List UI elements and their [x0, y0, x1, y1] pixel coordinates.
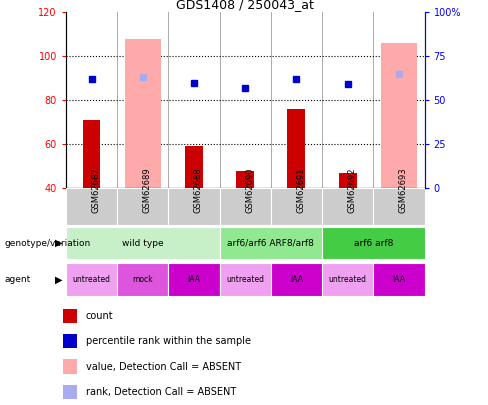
Bar [66, 188, 117, 225]
Bar [322, 227, 425, 260]
Title: GDS1408 / 250043_at: GDS1408 / 250043_at [176, 0, 314, 11]
Bar [220, 263, 271, 296]
Bar [287, 109, 305, 188]
Text: GSM62691: GSM62691 [297, 167, 305, 213]
Bar [63, 334, 78, 348]
Bar [63, 385, 78, 399]
Bar [168, 263, 220, 296]
Text: arf6 arf8: arf6 arf8 [354, 239, 393, 247]
Text: wild type: wild type [122, 239, 163, 247]
Bar [82, 120, 101, 188]
Bar [322, 263, 373, 296]
Text: GSM62693: GSM62693 [399, 167, 408, 213]
Text: GSM62689: GSM62689 [143, 167, 152, 213]
Text: IAA: IAA [187, 275, 201, 284]
Bar [322, 188, 373, 225]
Text: genotype/variation: genotype/variation [5, 239, 91, 247]
Text: ▶: ▶ [55, 275, 62, 284]
Bar [185, 147, 203, 188]
Bar [66, 263, 117, 296]
Bar [381, 43, 417, 188]
Bar [271, 188, 322, 225]
Text: IAA: IAA [290, 275, 303, 284]
Bar [63, 360, 78, 373]
Text: GSM62687: GSM62687 [92, 167, 101, 213]
Text: count: count [86, 311, 114, 321]
Text: GSM62690: GSM62690 [245, 167, 254, 213]
Bar [373, 188, 425, 225]
Text: mock: mock [132, 275, 153, 284]
Text: percentile rank within the sample: percentile rank within the sample [86, 336, 251, 346]
Text: arf6/arf6 ARF8/arf8: arf6/arf6 ARF8/arf8 [227, 239, 314, 247]
Text: GSM62692: GSM62692 [347, 167, 357, 213]
Text: agent: agent [5, 275, 31, 284]
Text: ▶: ▶ [55, 238, 62, 248]
Bar [168, 188, 220, 225]
Text: GSM62688: GSM62688 [194, 167, 203, 213]
Text: rank, Detection Call = ABSENT: rank, Detection Call = ABSENT [86, 387, 236, 397]
Bar [63, 309, 78, 323]
Bar [373, 263, 425, 296]
Text: IAA: IAA [392, 275, 406, 284]
Bar [339, 173, 357, 188]
Text: untreated: untreated [329, 275, 366, 284]
Bar [271, 263, 322, 296]
Bar [220, 188, 271, 225]
Bar [117, 188, 168, 225]
Bar [236, 171, 254, 188]
Text: untreated: untreated [226, 275, 264, 284]
Bar [66, 227, 220, 260]
Bar [125, 38, 161, 188]
Bar [117, 263, 168, 296]
Text: untreated: untreated [73, 275, 110, 284]
Text: value, Detection Call = ABSENT: value, Detection Call = ABSENT [86, 362, 241, 371]
Bar [220, 227, 322, 260]
